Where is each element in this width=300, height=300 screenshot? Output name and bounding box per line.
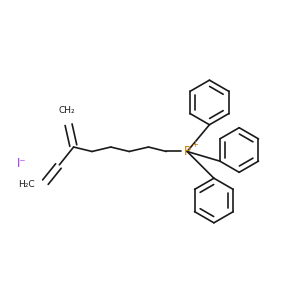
Text: H₂C: H₂C: [18, 180, 35, 189]
Text: CH₂: CH₂: [58, 106, 75, 115]
Text: +: +: [191, 140, 198, 148]
Text: P: P: [184, 145, 191, 158]
Text: I⁻: I⁻: [17, 157, 26, 170]
